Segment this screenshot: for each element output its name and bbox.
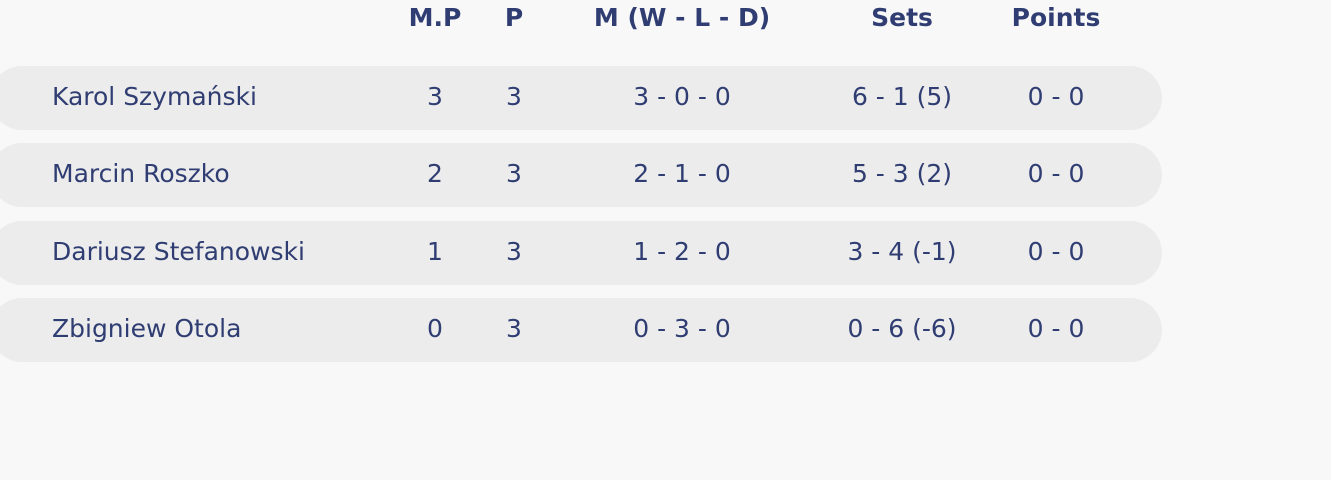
table-header: M.P P M (W - L - D) Sets Points: [0, 0, 1331, 40]
cell-p: 3: [506, 237, 522, 266]
cell-points: 0 - 0: [1027, 237, 1085, 266]
table-row[interactable]: Marcin Roszko 2 3 2 - 1 - 0 5 - 3 (2) 0 - 0: [0, 143, 1162, 207]
cell-m: 3 - 0 - 0: [633, 82, 731, 111]
cell-sets: 3 - 4 (-1): [847, 237, 957, 266]
cell-mp: 1: [427, 237, 443, 266]
cell-m: 1 - 2 - 0: [633, 237, 731, 266]
table-row[interactable]: Dariusz Stefanowski 1 3 1 - 2 - 0 3 - 4 (-1)…: [0, 221, 1162, 285]
cell-points: 0 - 0: [1027, 82, 1085, 111]
header-mp: M.P: [408, 3, 462, 32]
cell-mp: 2: [427, 159, 443, 188]
cell-m: 0 - 3 - 0: [633, 314, 731, 343]
header-p: P: [504, 3, 524, 32]
header-points: Points: [1011, 3, 1101, 32]
cell-p: 3: [506, 82, 522, 111]
cell-mp: 3: [427, 82, 443, 111]
table-row[interactable]: Zbigniew Otola 0 3 0 - 3 - 0 0 - 6 (-6) 0 - 0: [0, 298, 1162, 362]
player-name: Dariusz Stefanowski: [52, 237, 305, 266]
player-name: Karol Szymański: [52, 82, 257, 111]
header-matches: M (W - L - D): [593, 3, 771, 32]
cell-sets: 5 - 3 (2): [851, 159, 953, 188]
header-sets: Sets: [871, 3, 933, 32]
table-row[interactable]: Karol Szymański 3 3 3 - 0 - 0 6 - 1 (5) 0 - 0: [0, 66, 1162, 130]
cell-points: 0 - 0: [1027, 314, 1085, 343]
cell-sets: 6 - 1 (5): [851, 82, 953, 111]
cell-p: 3: [506, 159, 522, 188]
cell-points: 0 - 0: [1027, 159, 1085, 188]
cell-sets: 0 - 6 (-6): [847, 314, 957, 343]
player-name: Marcin Roszko: [52, 159, 230, 188]
cell-m: 2 - 1 - 0: [633, 159, 731, 188]
player-name: Zbigniew Otola: [52, 314, 242, 343]
cell-mp: 0: [427, 314, 443, 343]
cell-p: 3: [506, 314, 522, 343]
